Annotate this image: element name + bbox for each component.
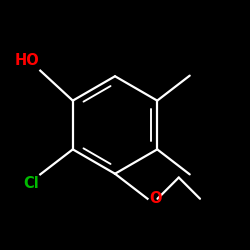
Text: HO: HO xyxy=(14,53,39,68)
Text: O: O xyxy=(149,191,161,206)
Text: Cl: Cl xyxy=(23,176,39,192)
